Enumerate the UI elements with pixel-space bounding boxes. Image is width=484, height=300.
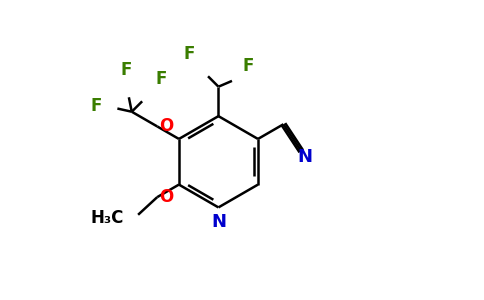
Text: O: O [159, 188, 173, 206]
Text: F: F [91, 97, 102, 115]
Text: F: F [183, 45, 195, 63]
Text: F: F [155, 70, 166, 88]
Text: F: F [120, 61, 132, 79]
Text: N: N [211, 213, 226, 231]
Text: H₃C: H₃C [90, 209, 123, 227]
Text: N: N [298, 148, 313, 166]
Text: O: O [159, 117, 173, 135]
Text: F: F [242, 57, 254, 75]
